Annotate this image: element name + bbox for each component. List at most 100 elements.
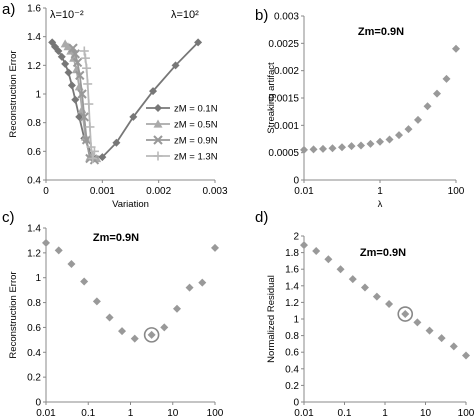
panel-a-series-zm-0-1n-point bbox=[64, 68, 73, 77]
panel-d-ytick-label: 0.6 bbox=[285, 348, 299, 359]
panel-b-xtick-label: 100 bbox=[448, 186, 465, 197]
panel-c-point bbox=[80, 277, 89, 286]
panel-a-ytick-label: 0.6 bbox=[27, 147, 41, 158]
panel-b-point bbox=[338, 143, 346, 152]
panel-d: 0 0.2 0.4 0.6 0.8 1 1.2 1.4 1.6 1.8 2 0.01 0.1 1 10 100… bbox=[255, 209, 474, 419]
panel-a-legend-swatch-marker bbox=[153, 119, 163, 128]
panel-a-series-zm-1-3n-point bbox=[84, 99, 94, 109]
panel-b-y-axis-label: Streaking artifact bbox=[266, 62, 277, 134]
panel-b-point bbox=[356, 141, 365, 150]
panel-d-point bbox=[437, 334, 446, 343]
panel-d-point bbox=[360, 283, 369, 292]
panel-b-ytick-label: 0.001 bbox=[274, 121, 299, 132]
panel-b-xtick-label: 0.01 bbox=[294, 186, 314, 197]
panel-a-series-zm-0-9n-point-stroke-b bbox=[75, 70, 85, 81]
panel-c-ytick-label: 1.2 bbox=[27, 248, 41, 259]
panel-a-series-zm-0-9n-point-stroke-b bbox=[79, 112, 90, 122]
panel-c-point bbox=[118, 327, 127, 336]
panel-d-xtick-label: 10 bbox=[420, 408, 432, 419]
panel-a-ytick-label: 1 bbox=[35, 90, 41, 101]
panel-a-legend-swatch-marker bbox=[153, 135, 163, 145]
panel-a-legend-swatch-marker-stroke-b bbox=[153, 135, 163, 145]
panel-c-point bbox=[92, 297, 101, 306]
panel-a-series-zm-0-1n-point bbox=[112, 138, 121, 147]
panel-c-point bbox=[211, 243, 219, 252]
panel-b-xtick-label: 1 bbox=[377, 186, 383, 197]
panel-c-ytick-label: 1 bbox=[35, 273, 41, 284]
panel-c-point bbox=[54, 246, 63, 255]
panel-c-point bbox=[160, 323, 169, 332]
panel-a-series-zm-1-3n-point bbox=[82, 63, 92, 73]
panel-a-series-zm-0-1n-point bbox=[54, 47, 63, 55]
panel-a-annotation-lambda-high: λ=10² bbox=[171, 9, 199, 21]
panel-a-letter: a) bbox=[2, 1, 15, 18]
panel-d-point bbox=[449, 342, 458, 351]
panel-d-ytick-label: 0 bbox=[293, 398, 299, 409]
panel-a-legend-swatch-marker bbox=[153, 151, 163, 161]
panel-d-point bbox=[312, 246, 321, 255]
panel-c-point bbox=[105, 313, 114, 322]
panel-a-series-zm-1-3n-point bbox=[85, 122, 95, 132]
panel-b-title: Zm=0.9N bbox=[358, 26, 404, 38]
panel-c-highlight-circle bbox=[143, 327, 160, 343]
panel-d-xtick-label: 0.1 bbox=[338, 408, 352, 419]
panel-a-series-zm-0-9n-point bbox=[77, 89, 87, 99]
panel-a-legend: zM = 0.1N zM = 0.5N zM = 0.9N zM = 1.3N bbox=[146, 104, 218, 163]
panel-a-series-zm-0-9n-point bbox=[70, 49, 81, 59]
panel-b-point bbox=[442, 74, 451, 83]
panel-b-point bbox=[414, 115, 422, 124]
panel-d-title: Zm=0.9N bbox=[360, 247, 406, 259]
panel-a-legend-swatch-marker bbox=[154, 104, 162, 112]
panel-c-point bbox=[147, 330, 156, 339]
panel-d-point bbox=[385, 300, 394, 309]
panel-b-point bbox=[347, 142, 356, 151]
panel-a-legend-label: zM = 0.1N bbox=[174, 104, 218, 115]
panel-a-series-zm-0-9n-point-stroke-b bbox=[81, 135, 92, 145]
panel-a-series-zm-0-9n-point bbox=[75, 70, 85, 81]
panel-a-series-zm-0-5n-point bbox=[77, 105, 87, 114]
panel-a-ytick-label: 0.4 bbox=[27, 176, 41, 187]
panel-b-point bbox=[318, 144, 327, 153]
panel-a-series-zm-0-1n-point bbox=[61, 59, 70, 68]
panel-b-point bbox=[394, 131, 403, 140]
panel-a-series-zm-1-3n-point bbox=[79, 46, 89, 56]
panel-a-series-zm-1-3n-point bbox=[88, 154, 98, 163]
panel-a-ytick-label: 1.6 bbox=[27, 4, 41, 15]
panel-a-series-zm-0-1n-point bbox=[57, 52, 66, 61]
panel-b-ytick-label: 0.0005 bbox=[268, 148, 299, 159]
panel-c-point bbox=[172, 304, 181, 313]
panel-d-point bbox=[300, 241, 308, 250]
panel-b-ytick-label: 0.002 bbox=[274, 66, 299, 77]
panel-c-point bbox=[42, 238, 50, 247]
panel-b-ytick-label: 0.0025 bbox=[268, 39, 299, 50]
panel-b-point bbox=[452, 44, 460, 53]
panel-a-series-zm-0-1n-point bbox=[149, 87, 158, 96]
panel-d-ytick-label: 1.6 bbox=[285, 265, 299, 276]
panel-c-ytick-label: 0.6 bbox=[27, 323, 41, 334]
panel-c-xtick-label: 100 bbox=[207, 408, 224, 419]
panel-c-y-axis-label: Reconstruction Error bbox=[8, 271, 19, 358]
panel-b-point bbox=[423, 102, 432, 111]
panel-c-title: Zm=0.9N bbox=[93, 232, 139, 244]
panel-b-point bbox=[328, 144, 337, 153]
panel-c-xtick-label: 10 bbox=[167, 408, 179, 419]
panel-d-xtick-label: 1 bbox=[382, 408, 388, 419]
panel-c-ytick-label: 0 bbox=[35, 398, 41, 409]
panel-c-point bbox=[130, 334, 139, 343]
panel-a-series-zm-0-9n-point-stroke-b bbox=[70, 49, 81, 59]
panel-b-point bbox=[300, 145, 308, 154]
panel-a-series-zm-0-9n-point-stroke-b bbox=[72, 57, 83, 68]
panel-a-legend-label: zM = 0.5N bbox=[174, 120, 218, 131]
panel-d-ytick-label: 0.2 bbox=[285, 381, 299, 392]
panel-d-ytick-label: 1.8 bbox=[285, 248, 299, 259]
panel-c-ytick-label: 1.4 bbox=[27, 224, 41, 235]
panel-a-series-zm-0-9n-point bbox=[79, 112, 90, 122]
panel-d-point bbox=[413, 318, 422, 327]
panel-c-point bbox=[198, 278, 207, 287]
panel-a-xtick-label: 0.001 bbox=[90, 186, 115, 197]
panel-b-point bbox=[404, 125, 413, 134]
panel-a-series-zm-1-3n-point bbox=[80, 53, 90, 63]
panel-d-point bbox=[336, 265, 345, 274]
panel-a-series-zm-0-1n-point bbox=[98, 153, 107, 162]
panel-a-series-zm-0-9n-point bbox=[68, 43, 78, 53]
